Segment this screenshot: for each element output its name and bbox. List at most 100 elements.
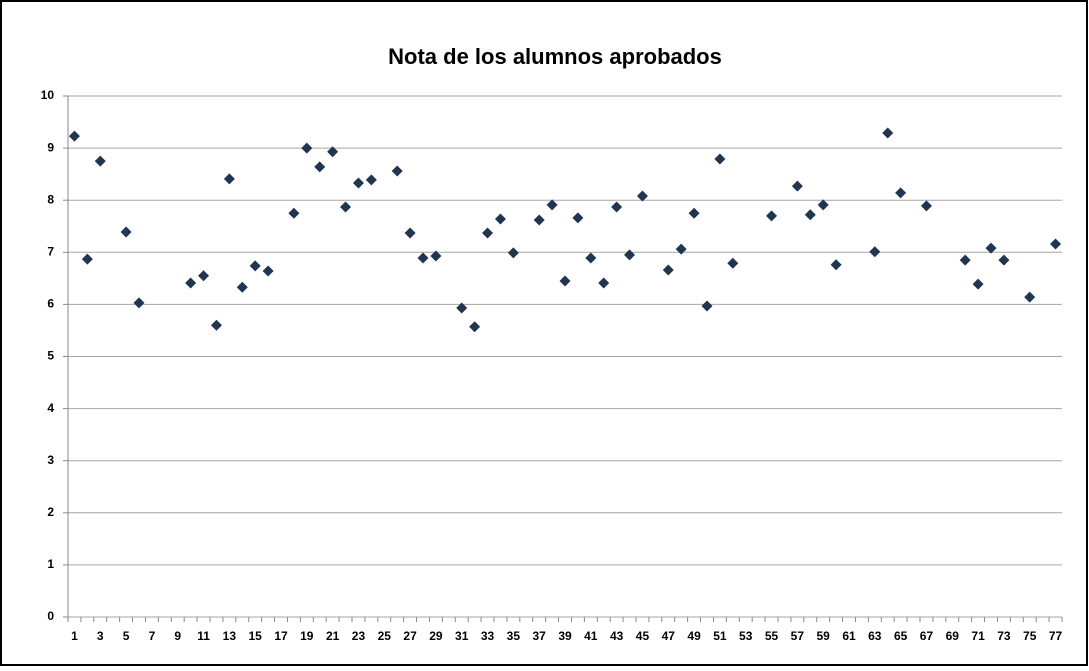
x-tick-label: 15 (249, 629, 263, 643)
y-tick-label: 6 (47, 297, 54, 311)
marker (327, 146, 339, 158)
marker (688, 207, 700, 219)
x-tick-label: 31 (455, 629, 469, 643)
x-tick-label: 47 (662, 629, 676, 643)
marker (546, 199, 558, 211)
x-tick-label: 35 (507, 629, 521, 643)
marker (830, 259, 842, 271)
y-tick-label: 3 (47, 453, 54, 467)
marker (1024, 291, 1036, 303)
marker (236, 281, 248, 293)
x-tick-label: 9 (174, 629, 181, 643)
marker (198, 270, 210, 282)
marker (791, 180, 803, 192)
marker (611, 201, 623, 213)
marker (262, 265, 274, 277)
marker (456, 302, 468, 314)
x-tick-label: 29 (429, 629, 443, 643)
marker (185, 277, 197, 289)
marker (249, 260, 261, 272)
marker (701, 300, 713, 312)
y-tick-label: 9 (47, 140, 54, 154)
marker (895, 187, 907, 199)
x-tick-label: 21 (326, 629, 340, 643)
y-tick-label: 0 (47, 609, 54, 623)
x-tick-label: 49 (687, 629, 701, 643)
marker (352, 177, 364, 189)
x-tick-label: 19 (300, 629, 314, 643)
marker (959, 254, 971, 266)
x-tick-label: 1 (71, 629, 78, 643)
marker (469, 321, 481, 333)
marker (636, 190, 648, 202)
x-tick-label: 61 (842, 629, 856, 643)
marker (340, 201, 352, 213)
x-tick-label: 25 (378, 629, 392, 643)
x-tick-label: 75 (1023, 629, 1037, 643)
marker (804, 209, 816, 221)
marker (365, 174, 377, 186)
x-tick-label: 23 (352, 629, 366, 643)
y-tick-label: 10 (41, 88, 55, 102)
marker (133, 297, 145, 309)
x-tick-label: 45 (636, 629, 650, 643)
marker (662, 264, 674, 276)
x-tick-label: 17 (274, 629, 288, 643)
x-tick-label: 43 (610, 629, 624, 643)
marker (817, 199, 829, 211)
y-tick-label: 7 (47, 244, 54, 258)
y-tick-label: 1 (47, 557, 54, 571)
marker (766, 210, 778, 222)
x-tick-label: 59 (817, 629, 831, 643)
y-tick-label: 2 (47, 505, 54, 519)
marker (314, 161, 326, 173)
marker (972, 278, 984, 290)
marker (714, 153, 726, 165)
marker (1050, 238, 1062, 250)
marker (882, 127, 894, 139)
x-tick-label: 5 (123, 629, 130, 643)
x-tick-label: 33 (481, 629, 495, 643)
y-tick-label: 8 (47, 192, 54, 206)
marker (727, 257, 739, 269)
x-tick-label: 7 (149, 629, 156, 643)
x-tick-label: 69 (946, 629, 960, 643)
x-tick-label: 51 (713, 629, 727, 643)
x-tick-label: 63 (868, 629, 882, 643)
x-tick-label: 57 (791, 629, 805, 643)
marker (223, 173, 235, 185)
marker (68, 130, 80, 142)
x-tick-label: 13 (223, 629, 237, 643)
marker (482, 227, 494, 239)
marker (417, 252, 429, 264)
x-tick-label: 27 (403, 629, 417, 643)
marker (507, 247, 519, 259)
marker (624, 249, 636, 261)
x-tick-label: 65 (894, 629, 908, 643)
marker (430, 250, 442, 262)
x-tick-label: 11 (197, 629, 210, 643)
marker (598, 277, 610, 289)
marker (675, 243, 687, 255)
y-tick-label: 4 (47, 401, 54, 415)
marker (81, 253, 93, 265)
x-tick-label: 39 (558, 629, 572, 643)
marker (94, 155, 106, 167)
marker (998, 254, 1010, 266)
marker (559, 275, 571, 287)
x-tick-label: 71 (971, 629, 985, 643)
x-tick-label: 3 (97, 629, 104, 643)
marker (572, 212, 584, 224)
marker (301, 142, 313, 154)
marker (920, 200, 932, 212)
marker (585, 252, 597, 264)
marker (985, 242, 997, 254)
x-tick-label: 55 (765, 629, 779, 643)
x-tick-label: 73 (997, 629, 1011, 643)
marker (120, 226, 132, 238)
x-tick-label: 77 (1049, 629, 1063, 643)
marker (533, 214, 545, 226)
x-tick-label: 37 (533, 629, 547, 643)
